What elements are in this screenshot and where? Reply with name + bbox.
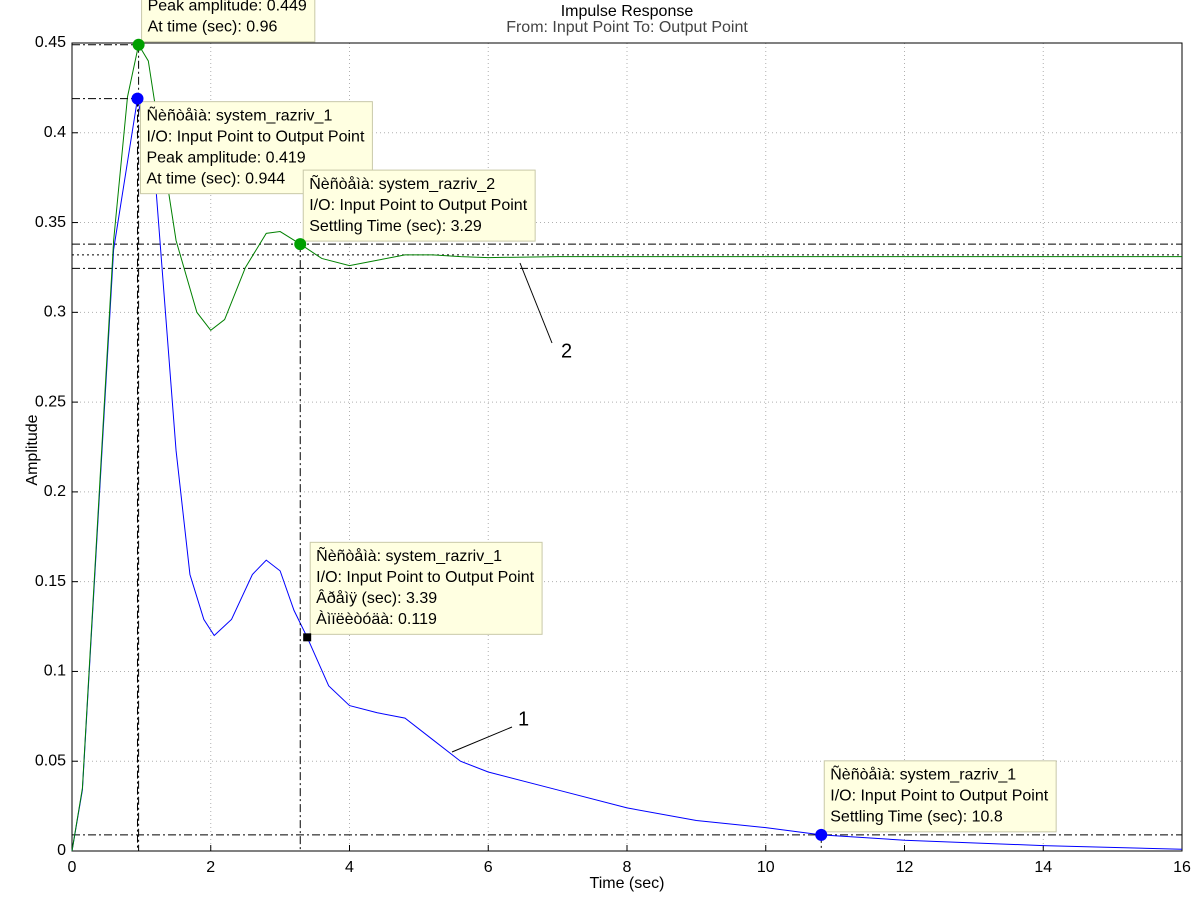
x-tick-label: 0 bbox=[68, 859, 77, 876]
datatip-text: Ñèñòåìà: system_razriv_1 bbox=[830, 764, 1016, 784]
datatip-marker bbox=[132, 38, 145, 51]
y-axis-label: Amplitude bbox=[24, 414, 41, 485]
plot-frame bbox=[71, 42, 1183, 852]
y-tick-label: 0.45 bbox=[35, 34, 66, 51]
datatip-box bbox=[302, 169, 536, 242]
datatip-marker bbox=[303, 633, 312, 642]
label-leader bbox=[451, 726, 513, 753]
x-tick-label: 4 bbox=[345, 859, 354, 876]
series-label: 1 bbox=[518, 708, 529, 730]
y-tick-label: 0.35 bbox=[35, 214, 66, 231]
y-tick-label: 0.2 bbox=[44, 483, 66, 500]
x-tick-label: 2 bbox=[206, 859, 215, 876]
y-tick-label: 0.15 bbox=[35, 573, 66, 590]
y-tick-label: 0.3 bbox=[44, 304, 66, 321]
x-tick-label: 14 bbox=[1034, 859, 1052, 876]
datatip-text: Peak amplitude: 0.449 bbox=[148, 0, 307, 15]
datatip-text: At time (sec): 0.944 bbox=[146, 170, 285, 187]
datatip-marker bbox=[815, 828, 828, 841]
datatip-text: Ñèñòåìà: system_razriv_2 bbox=[309, 173, 495, 193]
datatip: Ñèñòåìà: system_razriv_1 I/O: Input Point… bbox=[309, 541, 543, 635]
y-tick-label: 0 bbox=[57, 842, 66, 859]
x-tick-label: 12 bbox=[896, 859, 914, 876]
x-axis-label: Time (sec) bbox=[590, 875, 665, 892]
datatip-text: I/O: Input Point to Output Point bbox=[830, 788, 1048, 805]
chart-title: Impulse Response bbox=[561, 3, 694, 20]
datatip-box bbox=[141, 0, 316, 43]
datatip-text: I/O: Input Point to Output Point bbox=[316, 569, 534, 586]
datatip-text: Ñèñòåìà: system_razriv_1 bbox=[316, 545, 502, 565]
x-tick-label: 16 bbox=[1173, 859, 1191, 876]
y-tick-label: 0.25 bbox=[35, 393, 66, 410]
datatip-text: Âðåìÿ (sec): 3.39 bbox=[316, 588, 437, 607]
datatip-text: At time (sec): 0.96 bbox=[148, 19, 278, 36]
series-label: 2 bbox=[561, 340, 572, 362]
datatip-text: Settling Time (sec): 10.8 bbox=[830, 809, 1003, 826]
datatip-marker bbox=[294, 238, 307, 251]
x-tick-label: 8 bbox=[623, 859, 632, 876]
datatip-text: Peak amplitude: 0.419 bbox=[146, 149, 305, 166]
datatip-box bbox=[823, 760, 1057, 833]
x-tick-label: 6 bbox=[484, 859, 493, 876]
datatip: Ñèñòåìà: system_razriv_1 I/O: Input Point… bbox=[823, 760, 1057, 833]
y-tick-label: 0.4 bbox=[44, 124, 66, 141]
datatip-text: Settling Time (sec): 3.29 bbox=[309, 218, 482, 235]
datatip: Ñèñòåìà: system_razriv_2 I/O: Input Point… bbox=[302, 169, 536, 242]
series-line bbox=[71, 43, 1182, 852]
datatip-text: Àìïëèòóäà: 0.119 bbox=[316, 609, 437, 628]
y-tick-label: 0.1 bbox=[44, 663, 66, 680]
datatip: Peak amplitude: 0.449 At time (sec): 0.96 bbox=[141, 0, 316, 43]
datatip-text: Ñèñòåìà: system_razriv_1 bbox=[146, 104, 332, 124]
datatip-text: I/O: Input Point to Output Point bbox=[309, 197, 527, 214]
datatip-marker bbox=[131, 92, 144, 105]
datatip-box bbox=[309, 541, 543, 635]
datatip-text: I/O: Input Point to Output Point bbox=[146, 128, 364, 145]
y-tick-label: 0.05 bbox=[35, 752, 66, 769]
series-line bbox=[71, 98, 1183, 852]
label-leader bbox=[519, 262, 553, 344]
x-tick-label: 10 bbox=[757, 859, 775, 876]
chart-subtitle: From: Input Point To: Output Point bbox=[506, 19, 748, 36]
